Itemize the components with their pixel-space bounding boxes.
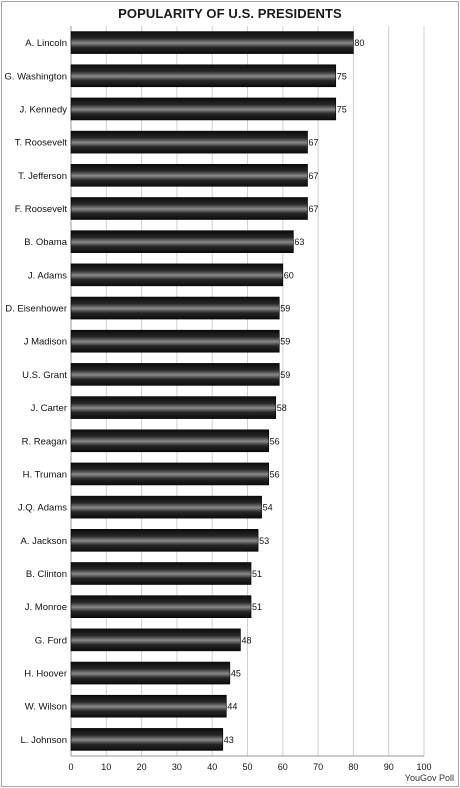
bar <box>70 628 241 652</box>
category-label: G. Washington <box>5 71 67 82</box>
bar <box>70 130 308 154</box>
bar <box>70 396 277 419</box>
category-label: J.Q. Adams <box>18 503 67 514</box>
data-label: 58 <box>277 403 287 413</box>
category-label: L. Johnson <box>21 735 67 746</box>
x-tick-label: 70 <box>313 762 323 772</box>
x-tick-label: 90 <box>384 762 394 772</box>
bar <box>70 64 337 88</box>
source-note: YouGov Poll <box>404 773 454 783</box>
bar <box>70 495 262 519</box>
data-label: 44 <box>227 702 237 712</box>
category-label: R. Reagan <box>22 436 67 447</box>
bar <box>70 529 259 552</box>
bar <box>70 694 227 718</box>
x-tick-label: 0 <box>68 762 73 772</box>
bar <box>70 197 308 220</box>
category-label: J. Adams <box>28 270 67 281</box>
category-label: B. Obama <box>24 237 67 248</box>
category-label: T. Roosevelt <box>15 138 68 149</box>
bar <box>70 329 280 353</box>
x-tick-label: 30 <box>172 762 182 772</box>
category-label: H. Truman <box>23 469 67 480</box>
bar <box>70 263 284 287</box>
category-label: H. Hoover <box>24 669 67 680</box>
bar <box>70 728 224 751</box>
data-label: 48 <box>241 635 251 645</box>
bar <box>70 661 231 685</box>
data-label: 59 <box>280 304 290 314</box>
bar <box>70 562 252 585</box>
bar <box>70 462 269 486</box>
category-label: B. Clinton <box>26 569 67 580</box>
bar <box>70 230 294 253</box>
data-label: 60 <box>284 270 294 280</box>
data-label: 53 <box>259 536 269 546</box>
bar <box>70 595 252 618</box>
category-label: J. Carter <box>31 403 67 414</box>
x-tick-label: 60 <box>278 762 288 772</box>
category-label: D. Eisenhower <box>5 304 67 315</box>
category-label: G. Ford <box>35 635 67 646</box>
bars <box>70 31 354 751</box>
data-label: 51 <box>252 602 262 612</box>
data-label: 67 <box>309 171 319 181</box>
x-tick-label: 20 <box>137 762 147 772</box>
x-tick-label: 100 <box>416 762 431 772</box>
x-tick-label: 40 <box>207 762 217 772</box>
bar <box>70 31 354 54</box>
category-label: J. Monroe <box>25 602 67 613</box>
category-label: T. Jefferson <box>18 171 67 182</box>
bar <box>70 97 337 121</box>
data-label: 75 <box>337 104 347 114</box>
data-label: 43 <box>224 735 234 745</box>
category-label: W. Wilson <box>25 702 67 713</box>
labels: 0 10 20 30 40 50 60 70 80 90 100 A. Lincoln 80 G. Was… <box>5 38 432 772</box>
bar <box>70 296 280 320</box>
x-tick-label: 80 <box>348 762 358 772</box>
bar <box>70 164 308 187</box>
x-tick-label: 10 <box>101 762 111 772</box>
data-label: 80 <box>354 38 364 48</box>
bar <box>70 429 269 453</box>
category-label: A. Jackson <box>21 536 67 547</box>
data-label: 63 <box>294 237 304 247</box>
chart-title: POPULARITY OF U.S. PRESIDENTS <box>118 6 342 21</box>
data-label: 54 <box>263 503 273 513</box>
category-label: A. Lincoln <box>25 38 67 49</box>
data-label: 59 <box>280 337 290 347</box>
x-tick-label: 50 <box>242 762 252 772</box>
data-label: 59 <box>280 370 290 380</box>
category-label: U.S. Grant <box>22 370 67 381</box>
data-label: 51 <box>252 569 262 579</box>
data-label: 45 <box>231 669 241 679</box>
category-label: F. Roosevelt <box>15 204 68 215</box>
category-label: J Madison <box>24 337 67 348</box>
data-label: 67 <box>309 138 319 148</box>
data-label: 67 <box>309 204 319 214</box>
category-label: J. Kennedy <box>19 104 67 115</box>
data-label: 75 <box>337 71 347 81</box>
data-label: 56 <box>270 469 280 479</box>
bar <box>70 363 280 386</box>
data-label: 56 <box>270 436 280 446</box>
